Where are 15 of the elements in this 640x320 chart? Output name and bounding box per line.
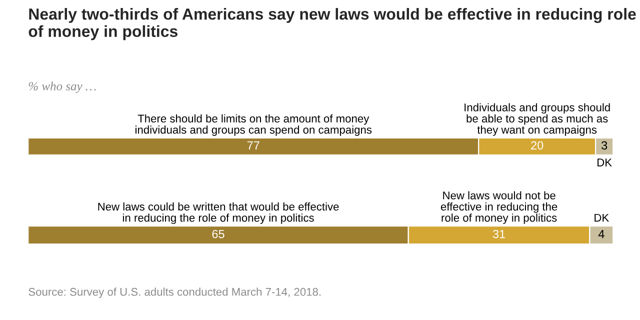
chart-subtitle: % who say … bbox=[28, 82, 96, 93]
data-label: 4 bbox=[598, 230, 604, 238]
series-label: DK bbox=[594, 214, 610, 222]
data-label: 20 bbox=[531, 141, 544, 150]
series-label: Individuals and groups should be able to spend as much as they want on campaigns bbox=[464, 103, 610, 136]
chart-title: Nearly two-thirds of Americans say new laws would be effective in reducing role of money in politics bbox=[28, 8, 636, 40]
source-note: Source: Survey of U.S. adults conducted March 7-14, 2018. bbox=[28, 288, 321, 298]
series-label: New laws could be written that would be effective in reducing the role of money in politics bbox=[98, 202, 339, 224]
data-label: 31 bbox=[492, 230, 506, 238]
series-label: New laws would not be effective in reducing the role of money in politics bbox=[440, 191, 558, 224]
data-label: 65 bbox=[212, 230, 224, 238]
series-label: DK bbox=[598, 158, 612, 166]
series-label: There should be limits on the amount of money individuals and groups can spend on campaigns bbox=[136, 114, 372, 136]
data-label: 77 bbox=[247, 141, 260, 150]
data-label: 3 bbox=[602, 141, 608, 150]
